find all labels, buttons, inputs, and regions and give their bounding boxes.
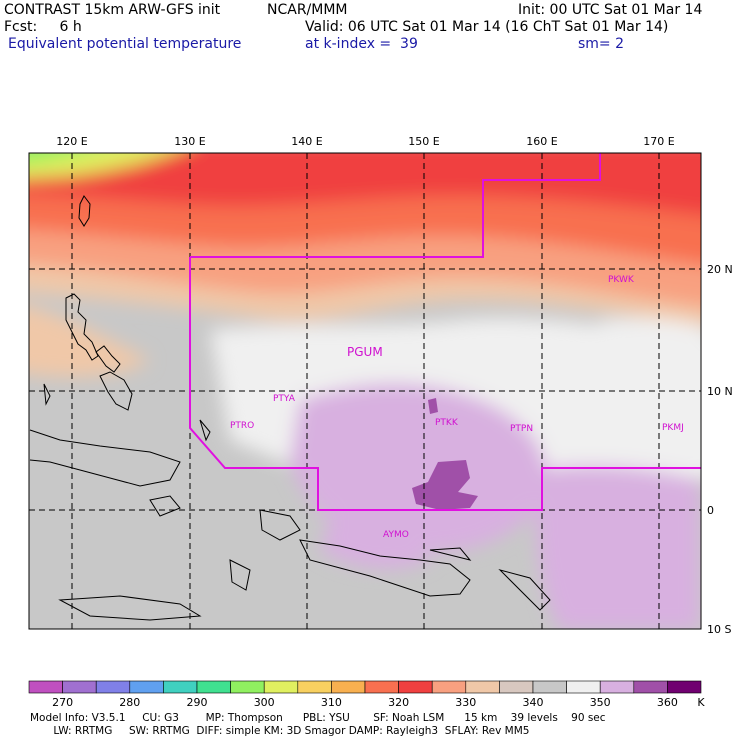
lat-label-20n: 20 N [707,263,733,276]
domain-outline [189,153,701,511]
colorbar-tick-label: 320 [388,696,409,709]
footer-model-info-2: LW: RRTMG SW: RRTMG DIFF: simple KM: 3D … [30,725,530,737]
stations: PKWK PGUM PTYA PTRO PTKK PTPN PKMJ AYMO [230,275,684,540]
theta-e-field [29,153,701,629]
footer-model-info-1: Model Info: V3.5.1 CU: G3 MP: Thompson P… [30,712,606,724]
coastlines [29,195,551,621]
field-name: Equivalent potential temperature [8,36,242,52]
colorbar-swatch [532,680,567,694]
station-ptkk: PTKK [435,418,459,428]
colorbar-swatch [263,680,299,694]
colorbar-swatch [28,680,63,694]
colorbar-swatch [331,680,366,694]
colorbar-tick-label: 290 [187,696,208,709]
lat-label-0: 0 [707,504,714,517]
forecast-hour: Fcst: 6 h [4,19,82,35]
map-frame [28,152,702,630]
lon-label-140: 140 E [291,135,322,148]
axis-labels: 120 E 130 E 140 E 150 E 160 E 170 E 20 N… [56,135,732,636]
colorbar-swatch [566,680,601,694]
colorbar-swatch [633,680,668,694]
colorbar-tick-label: 280 [119,696,140,709]
colorbar-swatch [364,680,399,694]
colorbar-swatch [129,680,164,694]
lon-label-150: 150 E [408,135,439,148]
lon-label-120: 120 E [56,135,87,148]
colorbar-tick-label: 350 [590,696,611,709]
colorbar-tick-label: 360 [657,696,678,709]
colorbar [28,680,702,694]
station-pkwk: PKWK [608,275,635,285]
colorbar-tick-label: 330 [455,696,476,709]
colorbar-swatch [297,680,332,694]
colorbar-swatch [95,680,131,694]
colorbar-swatch [499,680,534,694]
smoothing: sm= 2 [578,36,625,52]
model-title: CONTRAST 15km ARW-GFS init [4,2,221,18]
station-ptpn: PTPN [510,424,533,434]
colorbar-labels: 270 280 290 300 310 320 330 340 350 360 K [52,696,705,709]
colorbar-swatch [398,680,433,694]
station-aymo: AYMO [383,530,409,540]
station-pkmj: PKMJ [662,423,684,433]
model-institution: NCAR/MMM [267,2,348,18]
colorbar-swatch [163,680,198,694]
init-time: Init: 00 UTC Sat 01 Mar 14 [518,2,703,18]
colorbar-swatch [62,680,97,694]
colorbar-swatch [431,680,467,694]
colorbar-swatch [599,680,635,694]
colorbar-tick-label: 270 [52,696,73,709]
colorbar-swatch [196,680,231,694]
colorbar-swatch [465,680,500,694]
colorbar-tick-label: 340 [523,696,544,709]
lat-label-10n: 10 N [707,385,733,398]
colorbar-swatch [230,680,265,694]
model-level: at k-index = 39 [305,36,418,52]
station-pgum: PGUM [347,345,383,359]
colorbar-tick-label: 310 [321,696,342,709]
lat-label-10s: 10 S [707,623,731,636]
station-ptya: PTYA [273,394,296,404]
lon-label-130: 130 E [174,135,205,148]
station-ptro: PTRO [230,421,254,431]
valid-time: Valid: 06 UTC Sat 01 Mar 14 (16 ChT Sat … [305,19,669,35]
colorbar-tick-label: 300 [254,696,275,709]
lon-label-160: 160 E [526,135,557,148]
lon-label-170: 170 E [643,135,674,148]
colorbar-swatch [667,680,702,694]
colorbar-unit: K [697,696,705,709]
